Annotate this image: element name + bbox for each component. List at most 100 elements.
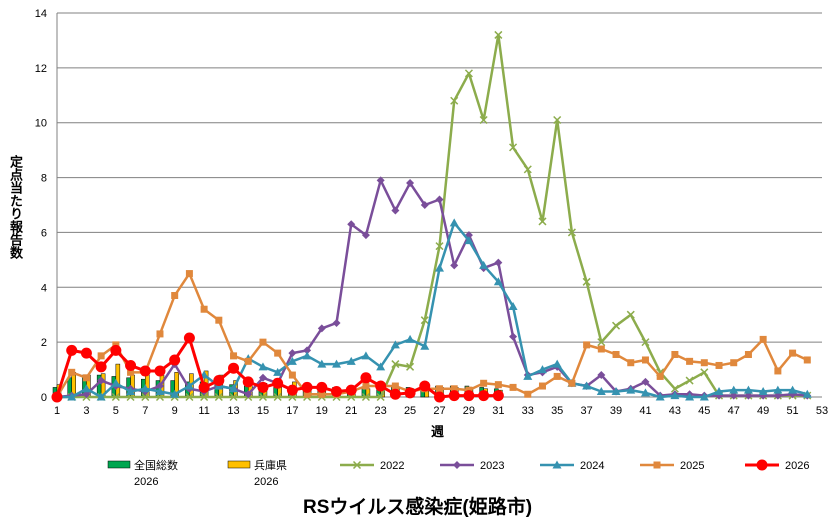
point-marker: [420, 316, 429, 325]
point-marker: [773, 385, 783, 394]
point-marker: [274, 349, 282, 357]
point-marker: [405, 334, 415, 343]
x-tick-label: 17: [286, 405, 298, 417]
line-series-group: [51, 30, 812, 403]
point-marker: [464, 236, 474, 245]
point-marker: [582, 381, 592, 390]
x-tick-label: 7: [142, 405, 148, 417]
point-marker: [316, 381, 328, 393]
series-line: [56, 179, 808, 399]
point-marker: [185, 392, 194, 402]
point-marker: [436, 385, 443, 393]
point-marker: [582, 277, 591, 286]
x-tick-label: 33: [522, 405, 534, 417]
x-tick-label: 9: [172, 405, 178, 417]
y-tick-label: 12: [35, 63, 47, 75]
point-marker: [538, 217, 547, 226]
point-marker: [244, 357, 252, 365]
point-marker: [699, 392, 709, 401]
point-marker: [82, 374, 90, 382]
point-marker: [376, 392, 385, 402]
point-marker: [375, 380, 387, 392]
point-marker: [332, 359, 342, 368]
point-marker: [420, 341, 430, 350]
point-marker: [171, 292, 179, 300]
legend-label: 全国総数: [134, 458, 178, 472]
point-marker: [449, 218, 459, 227]
y-tick-labels: 0 2 4 6 8 10 12 14: [35, 8, 47, 404]
point-marker: [288, 371, 296, 379]
point-marker: [435, 195, 444, 204]
point-marker: [258, 373, 267, 382]
y-tick-label: 4: [41, 282, 47, 294]
point-marker: [641, 338, 650, 347]
y-axis-label: 定点当たり報告数: [8, 155, 23, 259]
x-tick-label: 3: [83, 405, 89, 417]
series-line: [57, 33, 808, 399]
point-marker: [420, 201, 429, 209]
point-marker: [332, 318, 341, 327]
y-tick-label: 8: [41, 173, 47, 185]
legend-item: 2026: [745, 459, 809, 472]
point-marker: [553, 115, 562, 125]
y-tick-label: 10: [35, 118, 47, 130]
series-2024: [52, 218, 812, 401]
point-marker: [774, 367, 782, 375]
point-marker: [140, 384, 150, 393]
point-marker: [185, 270, 193, 278]
x-tick-label: 35: [551, 405, 563, 417]
y-tick-label: 2: [41, 337, 47, 349]
point-marker: [553, 372, 561, 380]
point-marker: [169, 354, 181, 366]
point-marker: [743, 385, 753, 394]
x-tick-label: 27: [433, 405, 445, 417]
point-marker: [198, 381, 210, 393]
point-marker: [391, 382, 399, 390]
point-marker: [97, 352, 105, 360]
point-marker: [435, 263, 444, 272]
point-marker: [494, 258, 503, 267]
x-tick-label: 1: [54, 405, 60, 417]
series-line: [55, 272, 808, 398]
point-marker: [346, 356, 356, 365]
point-marker: [758, 387, 768, 396]
point-marker: [756, 459, 768, 471]
point-marker: [200, 305, 208, 313]
point-marker: [612, 350, 620, 358]
x-tick-label: 5: [113, 405, 119, 417]
point-marker: [479, 115, 488, 125]
point-marker: [318, 390, 326, 398]
point-marker: [493, 277, 503, 286]
point-marker: [141, 392, 150, 402]
point-marker: [352, 460, 362, 470]
point-marker: [213, 375, 225, 387]
point-marker: [788, 385, 798, 394]
point-marker: [464, 69, 473, 78]
point-marker: [641, 377, 650, 386]
point-marker: [184, 381, 194, 390]
point-marker: [126, 387, 136, 396]
point-marker: [435, 242, 444, 251]
legend-item: 2023: [440, 460, 504, 472]
point-marker: [97, 376, 106, 385]
point-marker: [391, 360, 400, 369]
point-marker: [538, 382, 546, 390]
point-marker: [524, 390, 532, 398]
point-marker: [641, 356, 649, 364]
point-marker: [170, 389, 180, 398]
y-tick-label: 6: [41, 227, 47, 239]
legend-swatch: [227, 460, 251, 469]
point-marker: [406, 362, 415, 371]
point-marker: [729, 385, 739, 394]
point-marker: [655, 392, 665, 401]
point-marker: [404, 387, 416, 399]
point-marker: [301, 381, 313, 393]
point-marker: [509, 383, 517, 391]
point-marker: [376, 176, 385, 185]
legend-item: 2022: [340, 460, 404, 472]
point-marker: [670, 384, 679, 393]
point-marker: [81, 384, 91, 393]
point-marker: [552, 460, 562, 469]
point-marker: [317, 359, 327, 368]
point-marker: [66, 344, 78, 356]
